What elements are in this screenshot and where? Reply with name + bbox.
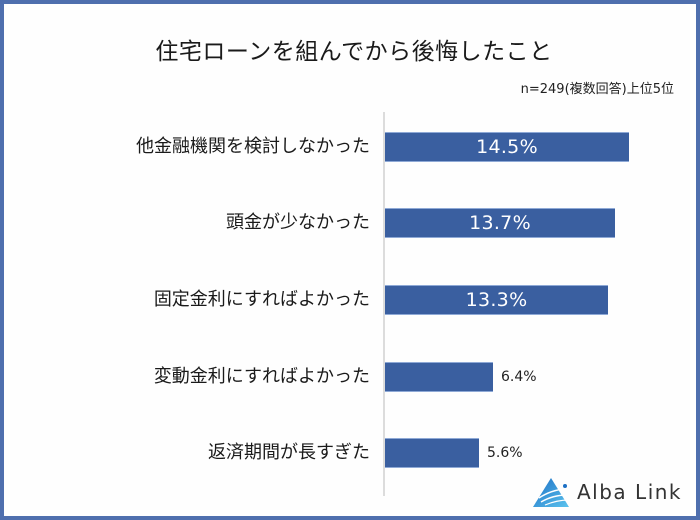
bar: 13.7% <box>385 208 615 238</box>
category-axis <box>383 112 385 496</box>
bar <box>385 362 493 392</box>
value-label: 6.4% <box>501 369 537 385</box>
bar-row: 固定金利にすればよかった 13.3% <box>4 285 700 315</box>
bar-row: 頭金が少なかった 13.7% <box>4 208 700 238</box>
sample-note: n=249(複数回答)上位5位 <box>520 82 674 97</box>
chart-title: 住宅ローンを組んでから後悔したこと <box>155 39 553 65</box>
bar <box>385 438 479 468</box>
alba-link-logo-icon <box>533 478 570 507</box>
bar-row: 他金融機関を検討しなかった 14.5% <box>4 132 700 162</box>
brand-logo: Alba Link <box>531 476 691 510</box>
value-label: 13.3% <box>465 289 528 311</box>
category-label: 頭金が少なかった <box>226 212 370 233</box>
bar-row: 返済期間が長すぎた 5.6% <box>4 438 700 468</box>
value-label: 13.7% <box>469 212 531 234</box>
category-label: 他金融機関を検討しなかった <box>136 136 370 157</box>
value-label: 14.5% <box>476 136 538 158</box>
brand-name: Alba Link <box>577 480 683 504</box>
bar: 14.5% <box>385 132 629 162</box>
bar: 13.3% <box>385 285 608 315</box>
bar-row: 変動金利にすればよかった 6.4% <box>4 362 700 392</box>
value-label: 5.6% <box>487 445 523 461</box>
category-label: 変動金利にすればよかった <box>153 366 370 387</box>
category-label: 返済期間が長すぎた <box>208 442 370 463</box>
category-label: 固定金利にすればよかった <box>153 289 370 310</box>
